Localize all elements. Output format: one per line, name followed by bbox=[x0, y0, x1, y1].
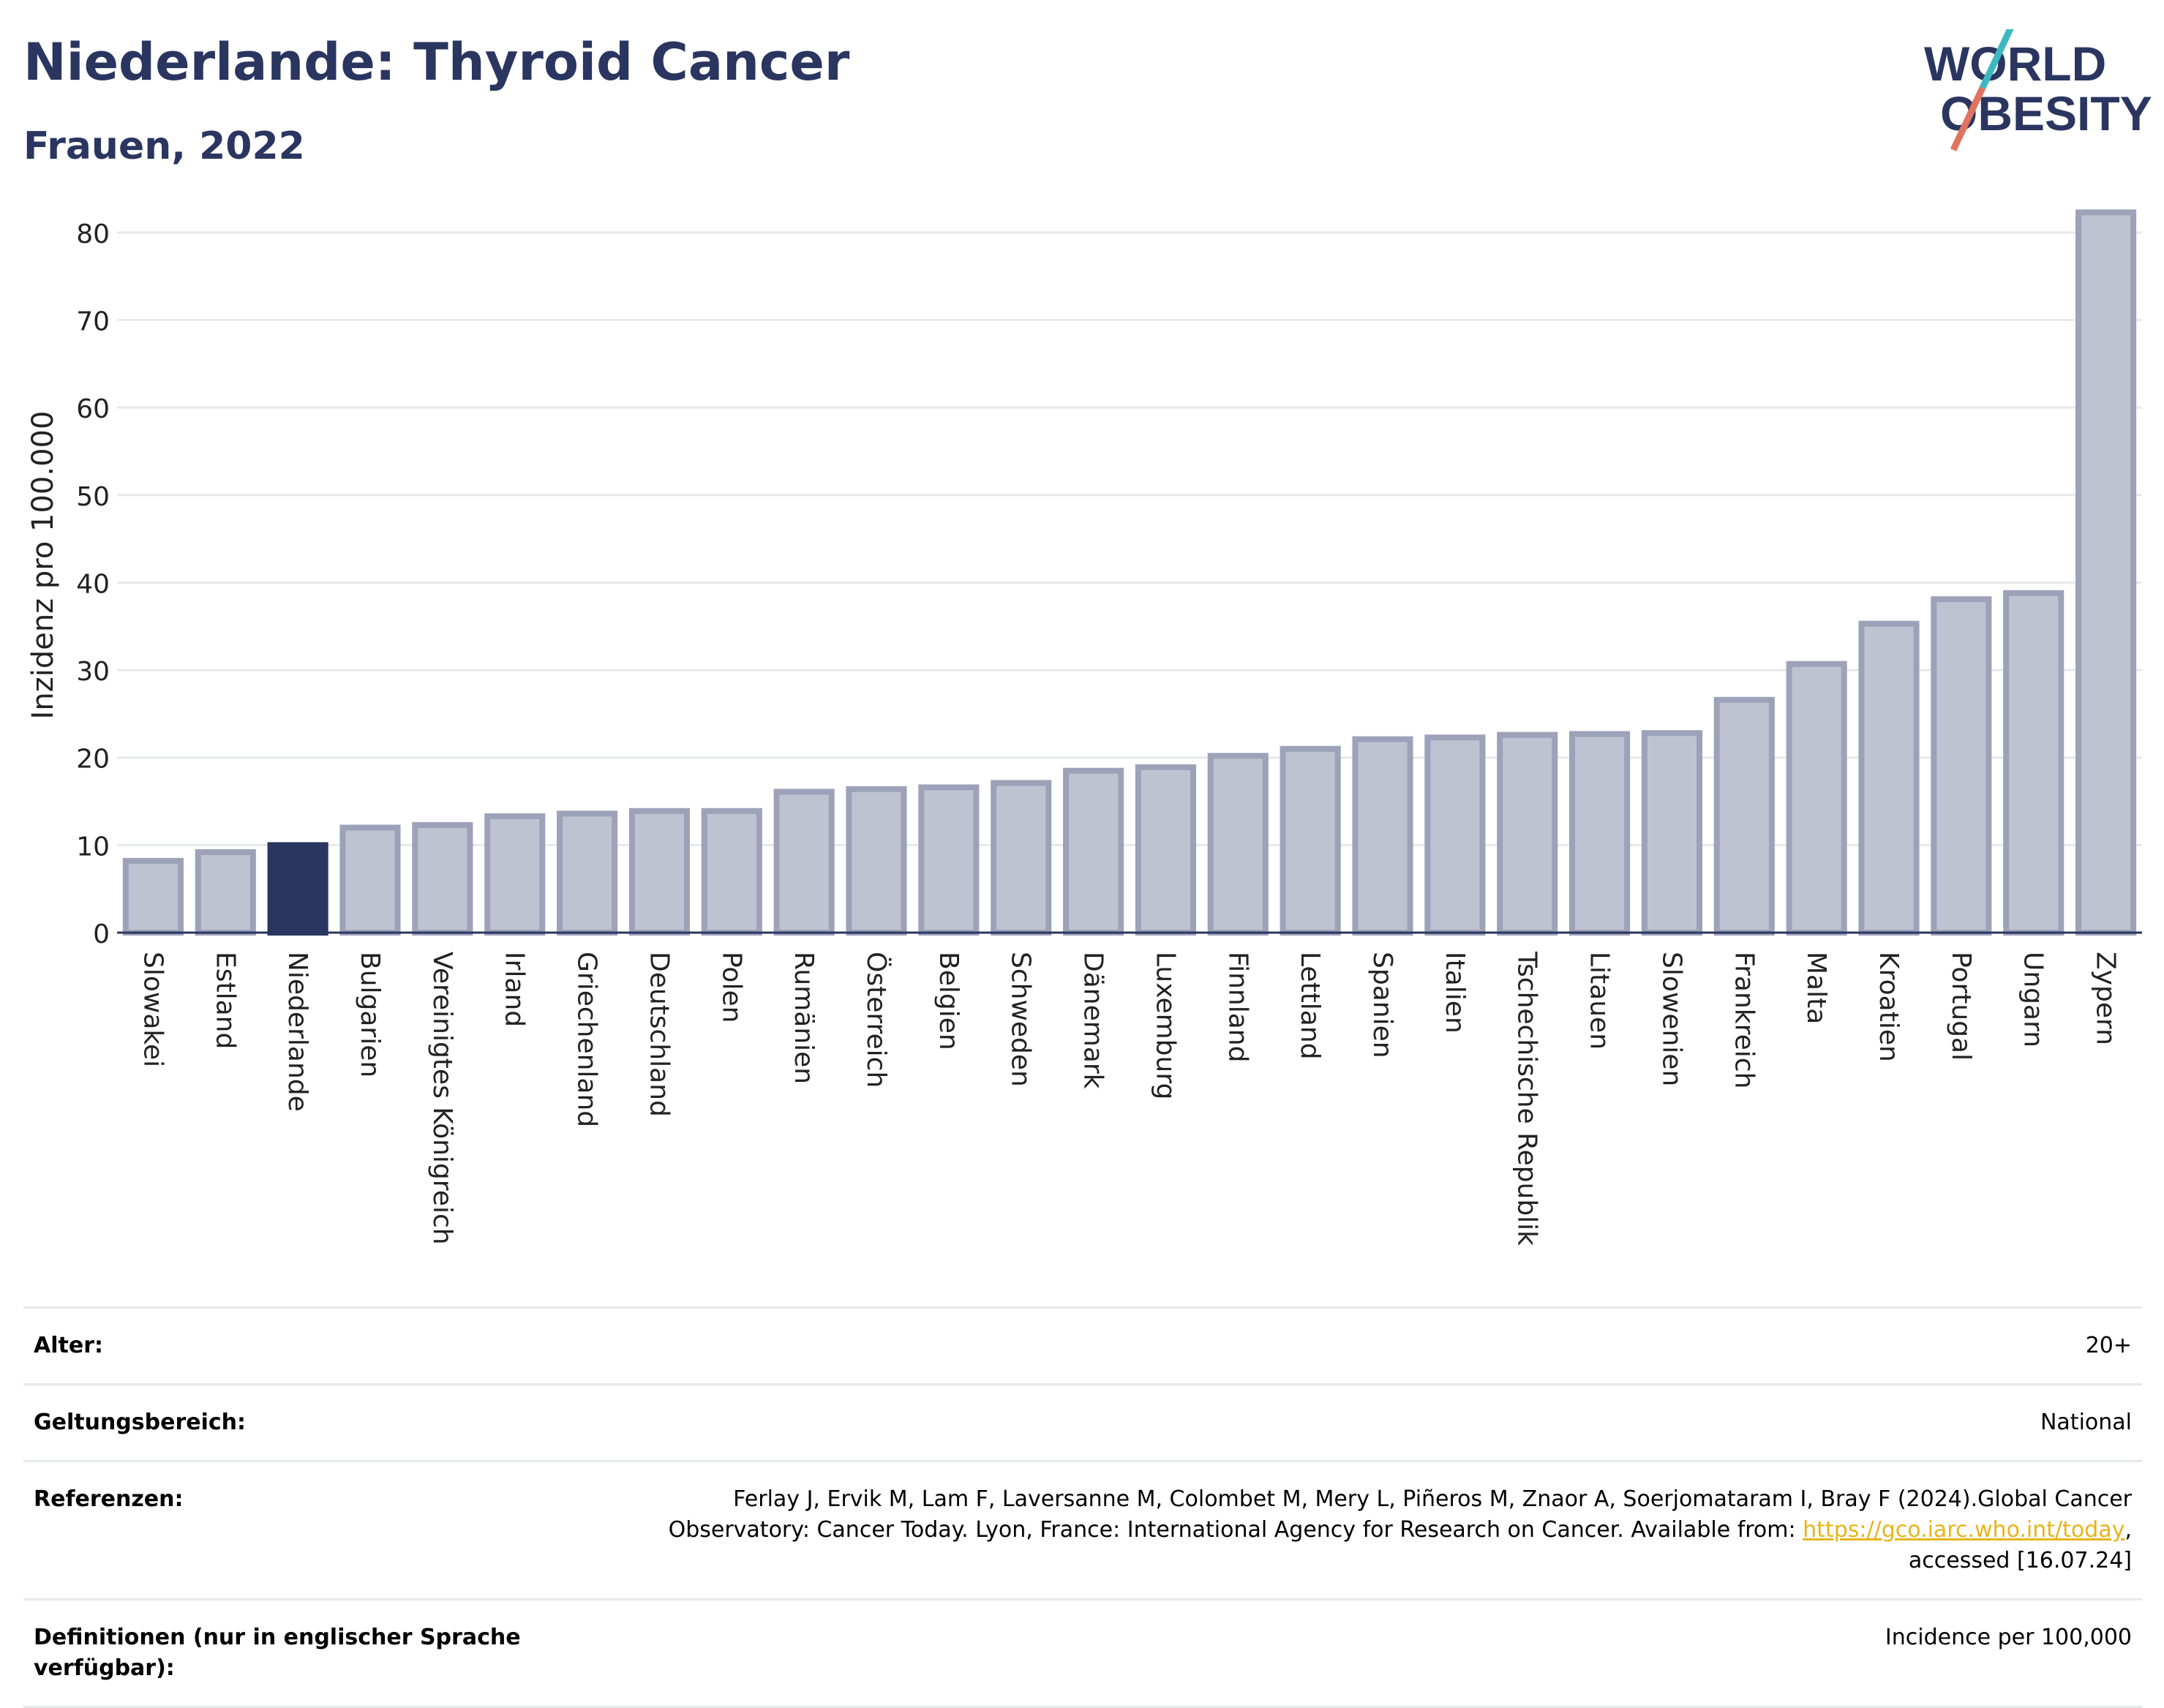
bar bbox=[991, 780, 1052, 936]
meta-ref-label: Referenzen: bbox=[34, 1486, 184, 1512]
bar bbox=[484, 813, 546, 936]
x-tick-label: Zypern bbox=[2091, 952, 2121, 1045]
meta-ref-value: Ferlay J, Ervik M, Lam F, Laversanne M, … bbox=[669, 1484, 2132, 1576]
bar bbox=[628, 808, 690, 936]
y-tick-label: 20 bbox=[76, 745, 110, 775]
x-tick-label: Deutschland bbox=[644, 952, 674, 1117]
bar bbox=[2003, 590, 2065, 936]
x-tick-label: Bulgarien bbox=[355, 952, 385, 1077]
chart-title: Niederlande: Thyroid Cancer bbox=[23, 32, 850, 92]
y-tick-label: 30 bbox=[76, 657, 110, 687]
x-tick-label: Österreich bbox=[861, 952, 892, 1088]
bar bbox=[1858, 620, 1920, 936]
x-tick-label: Lettland bbox=[1295, 952, 1325, 1060]
bar bbox=[1569, 731, 1631, 936]
y-tick-label: 70 bbox=[76, 307, 110, 337]
bar bbox=[195, 849, 256, 936]
x-tick-label: Italien bbox=[1440, 952, 1470, 1034]
ref-link[interactable]: https://gco.iarc.who.int/today bbox=[1803, 1517, 2125, 1543]
x-tick-label: Slowakei bbox=[138, 952, 168, 1067]
x-tick-label: Frankreich bbox=[1729, 952, 1759, 1088]
x-tick-label: Rumänien bbox=[789, 952, 819, 1084]
x-tick-label: Luxemburg bbox=[1150, 952, 1180, 1099]
logo-text-world: WORLD bbox=[1924, 37, 2106, 91]
chart-subtitle: Frauen, 2022 bbox=[23, 124, 305, 168]
meta-age-value: 20+ bbox=[2085, 1333, 2132, 1358]
meta-def-value: Incidence per 100,000 bbox=[1885, 1625, 2132, 1650]
ref-text-3: , bbox=[2124, 1517, 2132, 1543]
x-tick-label: Griechenland bbox=[572, 952, 602, 1127]
logo-text-obesity: OBESITY bbox=[1940, 86, 2151, 140]
logo-slash-red bbox=[1950, 86, 1986, 151]
x-tick-label: Tschechische Republik bbox=[1512, 951, 1542, 1246]
x-tick-label: Malta bbox=[1801, 952, 1831, 1024]
x-tick-label: Slowenien bbox=[1656, 952, 1686, 1086]
bar bbox=[267, 842, 328, 936]
ref-text-4: accessed [16.07.24] bbox=[1908, 1548, 2132, 1573]
bar bbox=[1280, 745, 1341, 936]
y-tick-label: 10 bbox=[76, 832, 110, 862]
bar bbox=[412, 821, 473, 936]
bar bbox=[2075, 209, 2137, 936]
bar bbox=[773, 789, 835, 936]
metadata-table: Alter: 20+ Geltungsbereich: National Ref… bbox=[23, 1306, 2142, 1708]
y-tick-label: 60 bbox=[76, 394, 110, 424]
meta-scope-label: Geltungsbereich: bbox=[34, 1410, 247, 1435]
bar bbox=[1207, 753, 1269, 936]
world-obesity-logo: WORLD OBESITY bbox=[1924, 29, 2151, 151]
bar bbox=[1641, 730, 1702, 936]
y-tick-label: 50 bbox=[76, 482, 110, 512]
x-tick-label: Polen bbox=[716, 952, 746, 1023]
ref-text-1: Ferlay J, Ervik M, Lam F, Laversanne M, … bbox=[733, 1486, 2132, 1512]
x-tick-label: Niederlande bbox=[282, 952, 312, 1112]
bar bbox=[1135, 764, 1196, 936]
x-tick-label: Kroatien bbox=[1874, 952, 1904, 1062]
y-tick-label: 40 bbox=[76, 569, 110, 599]
meta-row-age: Alter: 20+ bbox=[23, 1306, 2142, 1383]
bar bbox=[918, 784, 980, 936]
x-tick-label: Vereinigtes Königreich bbox=[427, 952, 457, 1245]
x-tick-label: Dänemark bbox=[1078, 952, 1108, 1089]
bar bbox=[1713, 696, 1775, 936]
meta-row-scope: Geltungsbereich: National bbox=[23, 1383, 2142, 1460]
x-tick-label: Belgien bbox=[933, 952, 963, 1050]
x-tick-label: Irland bbox=[500, 952, 530, 1027]
bar bbox=[1497, 731, 1558, 936]
x-tick-label: Ungarn bbox=[2018, 952, 2048, 1047]
x-tick-label: Litauen bbox=[1585, 952, 1615, 1050]
bar bbox=[846, 786, 907, 936]
bar bbox=[1063, 767, 1124, 936]
bar bbox=[701, 808, 762, 936]
bar bbox=[1931, 596, 1992, 936]
bar bbox=[339, 824, 401, 936]
x-tick-label: Estland bbox=[210, 952, 240, 1049]
x-tick-label: Portugal bbox=[1946, 952, 1976, 1061]
ref-text-2: Observatory: Cancer Today. Lyon, France:… bbox=[668, 1517, 1803, 1543]
y-tick-label: 0 bbox=[93, 919, 110, 949]
meta-scope-value: National bbox=[2040, 1410, 2132, 1435]
bar-chart: 0 10 20 30 40 50 60 70 80 Inzidenz pro 100.000 Slo… bbox=[26, 209, 2142, 1246]
bar bbox=[1424, 734, 1486, 936]
meta-def-label: Definitionen (nur in englischer Sprache … bbox=[34, 1625, 521, 1681]
meta-row-definitions: Definitionen (nur in englischer Sprache … bbox=[23, 1598, 2142, 1708]
bar bbox=[122, 857, 184, 936]
x-tick-label: Finnland bbox=[1222, 952, 1252, 1062]
meta-row-references: Referenzen: Ferlay J, Ervik M, Lam F, La… bbox=[23, 1460, 2142, 1598]
x-tick-label: Schweden bbox=[1006, 952, 1036, 1087]
bar bbox=[557, 810, 618, 936]
bar bbox=[1786, 661, 1847, 936]
x-tick-label: Spanien bbox=[1367, 952, 1397, 1058]
bar bbox=[1352, 736, 1413, 936]
logo-slash-teal bbox=[1979, 29, 2014, 89]
y-tick-label: 80 bbox=[76, 219, 110, 249]
y-axis-label: Inzidenz pro 100.000 bbox=[26, 411, 60, 720]
meta-age-label: Alter: bbox=[34, 1333, 103, 1358]
